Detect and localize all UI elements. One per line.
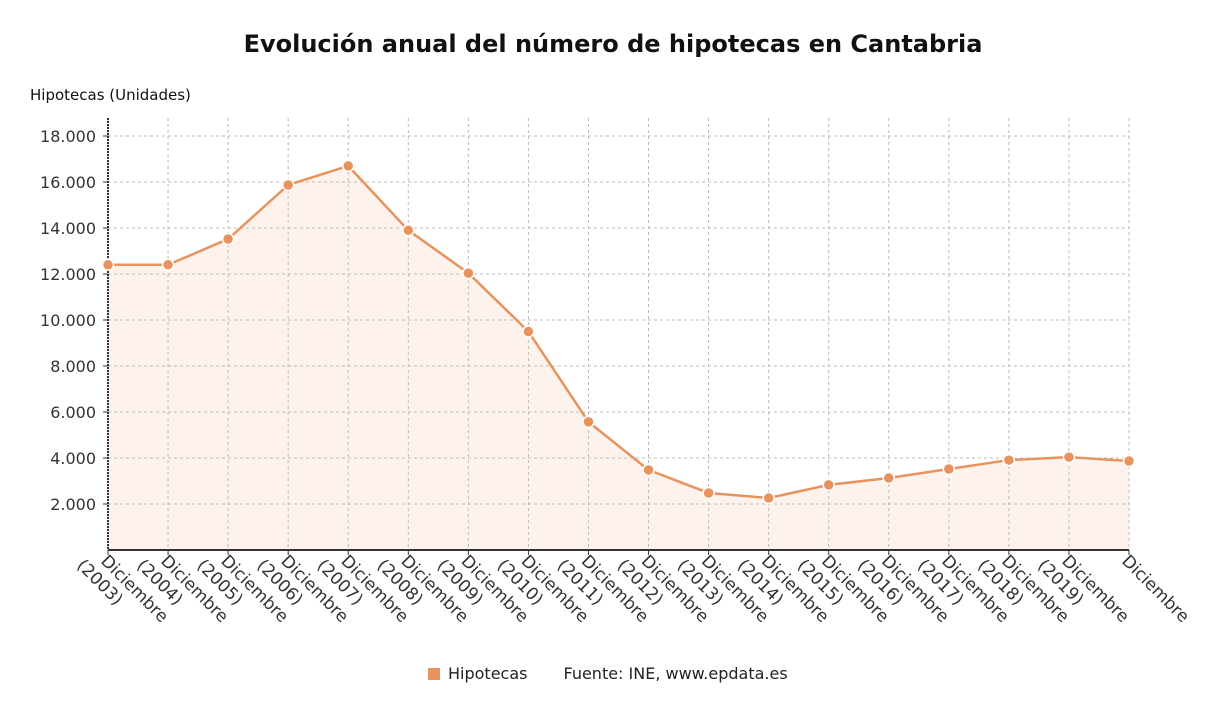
data-point — [1062, 450, 1076, 464]
legend-label[interactable]: Hipotecas — [448, 664, 528, 683]
y-tick-label: 6.000 — [50, 403, 96, 422]
legend-swatch — [428, 667, 440, 680]
source-note: Fuente: INE, www.epdata.es — [563, 664, 788, 683]
legend: Hipotecas Fuente: INE, www.epdata.es — [428, 664, 788, 683]
data-point — [221, 232, 235, 246]
y-tick-label: 14.000 — [40, 219, 96, 238]
data-point — [642, 463, 655, 477]
data-point — [281, 178, 295, 192]
chart-title: Evolución anual del número de hipotecas … — [243, 30, 983, 58]
data-point — [522, 325, 535, 338]
y-tick-label: 2.000 — [50, 495, 96, 514]
area-fill — [108, 165, 1129, 550]
data-point — [762, 491, 775, 505]
data-point — [462, 266, 475, 280]
data-point — [1002, 453, 1016, 467]
y-tick-label: 4.000 — [50, 449, 96, 468]
data-point — [702, 486, 715, 500]
series-line — [108, 164, 1130, 500]
y-tick-label: 8.000 — [50, 357, 96, 376]
y-tick-label: 16.000 — [40, 173, 96, 192]
data-point — [402, 224, 415, 237]
data-point — [161, 258, 175, 272]
data-point — [582, 415, 595, 429]
data-point — [942, 462, 956, 476]
y-tick-label: 10.000 — [40, 311, 96, 330]
data-point — [882, 471, 896, 485]
data-point — [341, 159, 355, 173]
y-tick-label: 12.000 — [40, 265, 96, 284]
y-axis-label: Hipotecas (Unidades) — [30, 86, 191, 104]
data-point — [1122, 454, 1136, 468]
data-point — [101, 258, 115, 272]
data-point — [822, 478, 835, 492]
y-tick-label: 18.000 — [40, 127, 96, 146]
